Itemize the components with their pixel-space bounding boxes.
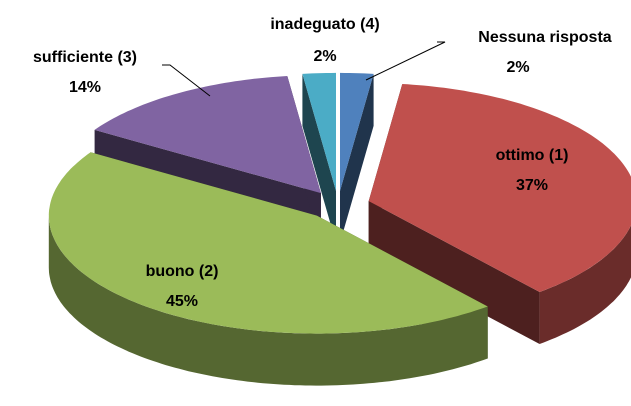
slice-label: Nessuna risposta xyxy=(478,29,611,46)
leader-line xyxy=(365,41,446,81)
leader-line xyxy=(162,64,211,97)
slice xyxy=(340,72,374,191)
slice-label: sufficiente (3) xyxy=(33,49,137,66)
slice-label: buono (2) xyxy=(146,263,219,280)
slice-wall xyxy=(340,73,374,243)
slice-value-label: 37% xyxy=(516,177,548,194)
slice-value-label: 2% xyxy=(313,48,336,65)
slice xyxy=(302,72,336,191)
slice-label: ottimo (1) xyxy=(496,147,569,164)
slice-value-label: 2% xyxy=(506,59,529,76)
slice xyxy=(368,84,631,292)
slice-value-label: 14% xyxy=(69,79,101,96)
slice-side xyxy=(539,225,631,344)
slice-value-label: 45% xyxy=(166,293,198,310)
slice-wall xyxy=(302,73,336,243)
slice xyxy=(94,76,321,194)
slice-label: inadeguato (4) xyxy=(270,16,379,33)
slice-side xyxy=(48,215,488,386)
slice xyxy=(48,152,488,334)
slice-wall xyxy=(368,201,540,344)
